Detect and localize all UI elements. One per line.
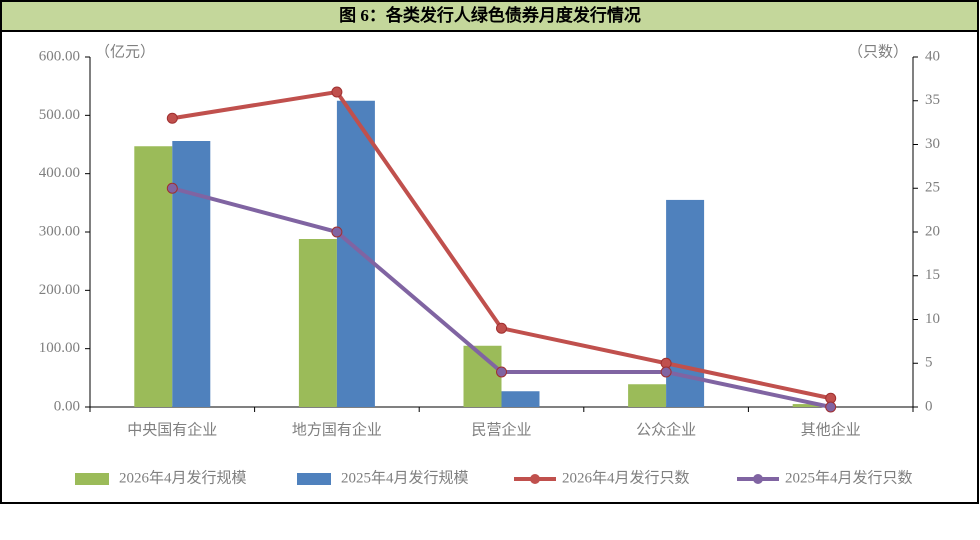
y2-tick-label: 15 xyxy=(925,267,940,283)
bar xyxy=(134,146,173,407)
y-tick-label: 100.00 xyxy=(39,340,80,356)
y-tick-label: 0.00 xyxy=(54,398,80,414)
line-marker xyxy=(331,86,343,98)
y2-tick-label: 0 xyxy=(925,398,933,414)
line-marker xyxy=(660,366,672,378)
legend-swatch xyxy=(75,473,109,485)
x-tick-label: 地方国有企业 xyxy=(292,420,382,438)
y2-tick-label: 20 xyxy=(925,223,940,239)
x-tick-label: 民营企业 xyxy=(471,420,531,438)
legend-label: 2025年4月发行规模 xyxy=(341,469,469,486)
legend-label: 2025年4月发行只数 xyxy=(785,469,913,486)
line-marker xyxy=(496,366,507,378)
x-tick-label: 其他企业 xyxy=(801,420,861,438)
y2-tick-label: 25 xyxy=(925,180,940,196)
y2-tick-label: 30 xyxy=(925,136,940,152)
title-band xyxy=(0,0,979,32)
y-tick-label: 500.00 xyxy=(39,107,80,123)
y-tick-label: 200.00 xyxy=(39,282,80,298)
bar xyxy=(298,239,337,407)
line-marker xyxy=(166,182,178,194)
legend-label: 2026年4月发行规模 xyxy=(119,469,247,486)
y2-tick-label: 5 xyxy=(925,355,933,371)
bar xyxy=(172,141,211,407)
x-tick-label: 中央国有企业 xyxy=(127,420,217,438)
y-tick-label: 400.00 xyxy=(39,165,80,181)
line-marker xyxy=(825,401,837,413)
legend-swatch xyxy=(530,474,540,484)
legend-swatch xyxy=(753,474,763,484)
line-marker xyxy=(166,112,178,124)
y2-tick-label: 10 xyxy=(925,311,940,327)
chart-title: 图 6：各类发行人绿色债券月度发行情况 xyxy=(339,5,641,25)
y2-tick-label: 35 xyxy=(925,92,940,108)
x-tick-label: 公众企业 xyxy=(636,420,696,438)
y-tick-label: 600.00 xyxy=(39,48,80,64)
line-marker xyxy=(331,226,343,238)
bar xyxy=(628,384,667,407)
bar xyxy=(336,100,375,407)
y2-tick-label: 40 xyxy=(925,48,940,64)
y2-axis-label: （只数） xyxy=(848,43,908,60)
y-axis-label: （亿元） xyxy=(95,43,155,60)
legend-swatch xyxy=(297,473,331,485)
bar xyxy=(501,391,540,407)
bar xyxy=(792,404,831,407)
line-marker xyxy=(496,322,507,334)
legend-label: 2026年4月发行只数 xyxy=(562,469,690,486)
y-tick-label: 300.00 xyxy=(39,223,80,239)
